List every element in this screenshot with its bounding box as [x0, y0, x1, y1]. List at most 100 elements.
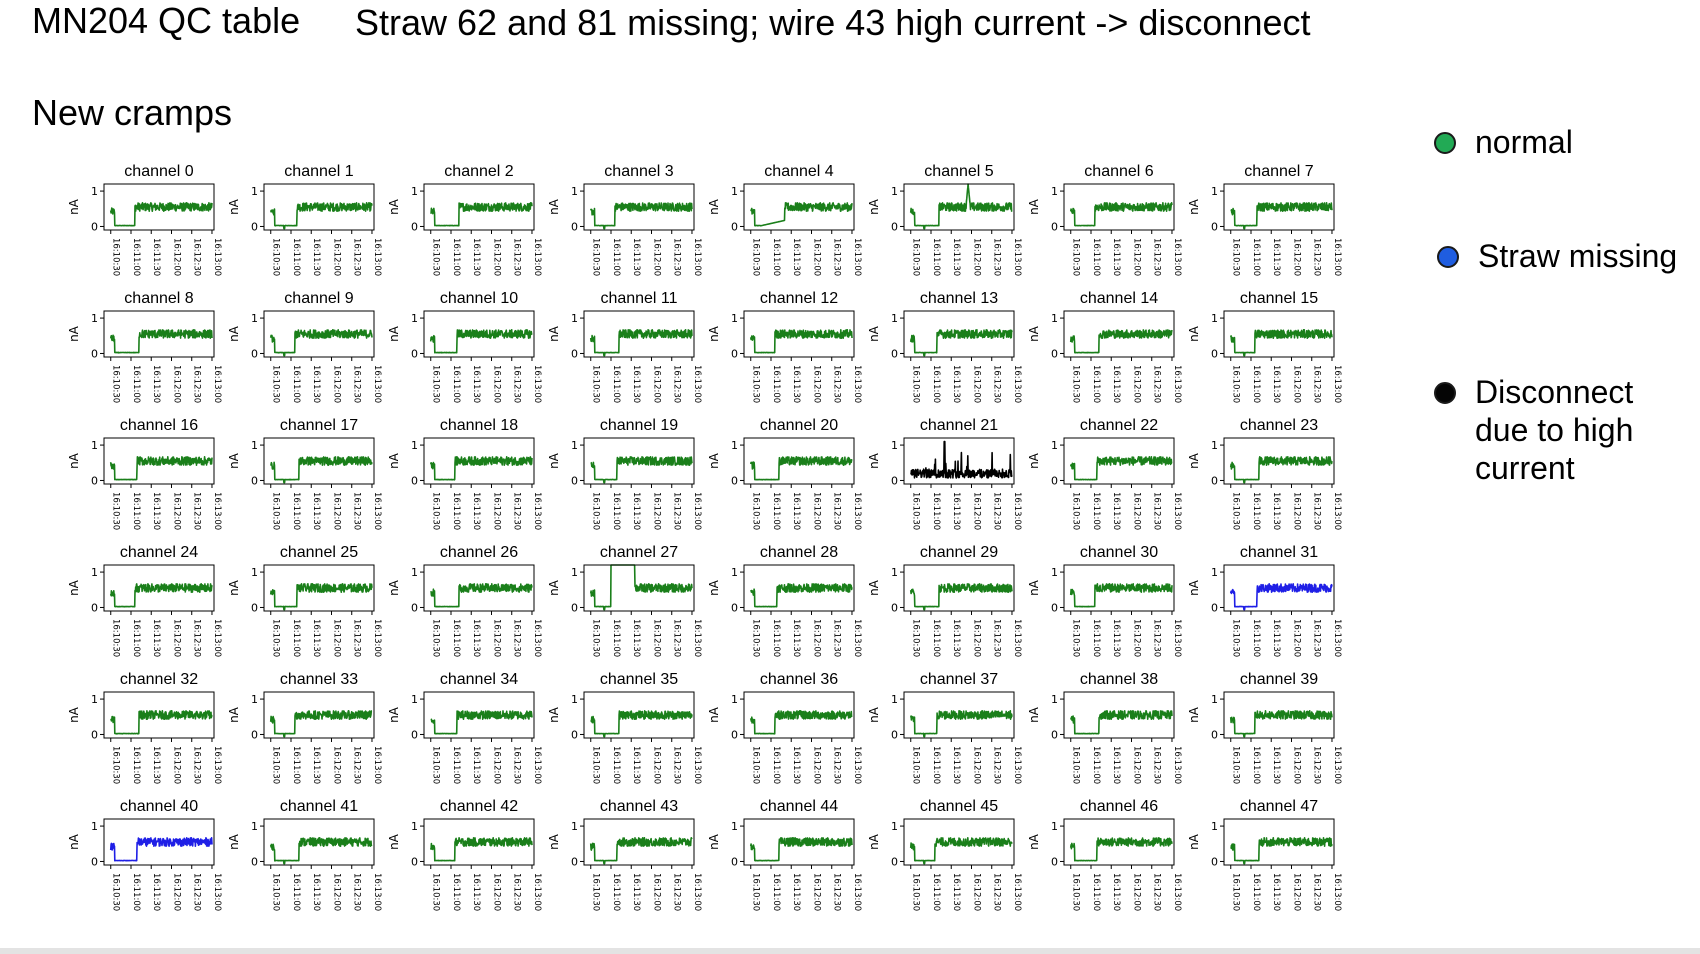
- y-axis-label: nA: [547, 325, 561, 342]
- panel-frame: [263, 818, 375, 866]
- x-tick-label: 16:12:00: [491, 873, 501, 911]
- x-tick-label: 16:11:30: [1271, 238, 1281, 276]
- channel-panel: channel 8 0 1 nA 16:10:30 16:11:00 16:11:30 16:…: [67, 290, 222, 403]
- x-tick-label: 16:12:00: [1291, 365, 1301, 403]
- panel-title: channel 36: [760, 671, 838, 688]
- y-tick-label: 1: [731, 439, 738, 452]
- x-tick-label: 16:12:30: [352, 365, 362, 403]
- y-axis-label: nA: [1027, 452, 1041, 469]
- y-axis-label: nA: [547, 833, 561, 850]
- panel-title: channel 34: [440, 671, 518, 688]
- x-tick-label: 16:11:30: [1271, 492, 1281, 530]
- panel-frame: [423, 183, 535, 231]
- x-tick-label: 16:11:30: [1111, 619, 1121, 657]
- x-tick-label: 16:13:00: [1332, 365, 1342, 403]
- x-tick-label: 16:13:00: [212, 873, 222, 911]
- x-tick-label: 16:13:00: [1332, 619, 1342, 657]
- x-tick-label: 16:13:00: [532, 238, 542, 276]
- y-tick-label: 1: [891, 693, 898, 706]
- panel-title: channel 22: [1080, 417, 1158, 434]
- legend-item-normal: normal: [1434, 123, 1573, 161]
- channel-panel: channel 46 0 1 nA 16:10:30 16:11:00 16:11:30 16…: [1027, 798, 1182, 911]
- y-tick-label: 1: [411, 439, 418, 452]
- y-tick-label: 1: [1211, 820, 1218, 833]
- x-tick-label: 16:10:30: [911, 492, 921, 530]
- x-tick-label: 16:12:30: [512, 619, 522, 657]
- x-tick-label: 16:13:00: [1012, 492, 1022, 530]
- y-tick-label: 0: [891, 601, 898, 614]
- y-tick-label: 0: [1051, 728, 1058, 741]
- x-tick-label: 16:12:30: [192, 746, 202, 784]
- channel-panel: channel 23 0 1 nA 16:10:30 16:11:00 16:11:30 16…: [1187, 417, 1342, 530]
- x-tick-label: 16:12:00: [971, 746, 981, 784]
- y-axis-label: nA: [547, 452, 561, 469]
- x-tick-label: 16:11:00: [611, 746, 621, 784]
- x-tick-label: 16:12:30: [1312, 873, 1322, 911]
- x-tick-label: 16:11:30: [951, 365, 961, 403]
- x-tick-label: 16:11:00: [451, 492, 461, 530]
- panel-frame: [103, 437, 215, 485]
- y-axis-label: nA: [227, 452, 241, 469]
- y-tick-label: 0: [571, 855, 578, 868]
- x-tick-label: 16:10:30: [911, 619, 921, 657]
- x-tick-label: 16:10:30: [111, 365, 121, 403]
- x-tick-label: 16:12:30: [192, 365, 202, 403]
- x-tick-label: 16:12:30: [832, 238, 842, 276]
- x-tick-label: 16:11:00: [931, 492, 941, 530]
- x-tick-label: 16:12:00: [811, 746, 821, 784]
- panel-frame: [583, 691, 695, 739]
- x-tick-label: 16:11:30: [1111, 746, 1121, 784]
- y-tick-label: 0: [91, 728, 98, 741]
- x-tick-label: 16:13:00: [372, 873, 382, 911]
- y-tick-label: 1: [411, 820, 418, 833]
- channel-panel: channel 36 0 1 nA 16:10:30 16:11:00 16:11:30 16…: [707, 671, 862, 784]
- panel-title: channel 15: [1240, 290, 1318, 307]
- panel-frame: [1223, 183, 1335, 231]
- channel-series-normal: [750, 202, 853, 227]
- channel-panel: channel 11 0 1 nA 16:10:30 16:11:00 16:11:30 16…: [547, 290, 702, 403]
- x-tick-label: 16:11:00: [1251, 238, 1261, 276]
- x-tick-label: 16:10:30: [591, 873, 601, 911]
- channel-series-normal: [429, 329, 533, 354]
- y-tick-label: 0: [91, 220, 98, 233]
- x-tick-label: 16:11:30: [471, 365, 481, 403]
- panel-title: channel 1: [284, 163, 353, 180]
- panel-frame: [743, 183, 855, 231]
- panel-title: channel 12: [760, 290, 838, 307]
- y-tick-label: 1: [731, 312, 738, 325]
- x-tick-label: 16:13:00: [212, 238, 222, 276]
- channel-series-normal: [1229, 329, 1333, 357]
- channel-panel: channel 28 0 1 nA 16:10:30 16:11:00 16:11:30 16…: [707, 544, 862, 657]
- channel-series-normal: [909, 710, 1013, 738]
- y-tick-label: 0: [1051, 220, 1058, 233]
- y-tick-label: 0: [251, 728, 258, 741]
- channel-panel: channel 33 0 1 nA 16:10:30 16:11:00 16:11:30 16…: [227, 671, 382, 784]
- x-tick-label: 16:10:30: [751, 873, 761, 911]
- x-tick-label: 16:12:00: [1291, 746, 1301, 784]
- x-tick-label: 16:11:30: [1111, 238, 1121, 276]
- x-tick-label: 16:11:00: [291, 619, 301, 657]
- x-tick-label: 16:10:30: [271, 492, 281, 530]
- x-tick-label: 16:11:00: [771, 365, 781, 403]
- panel-title: channel 33: [280, 671, 358, 688]
- y-tick-label: 1: [251, 312, 258, 325]
- channel-panel: channel 16 0 1 nA 16:10:30 16:11:00 16:11:30 16…: [67, 417, 222, 530]
- x-tick-label: 16:10:30: [591, 746, 601, 784]
- y-axis-label: nA: [867, 833, 881, 850]
- legend-item-disconnect: Disconnect due to high current: [1434, 373, 1684, 487]
- panel-frame: [903, 818, 1015, 866]
- x-tick-label: 16:12:30: [1312, 365, 1322, 403]
- y-tick-label: 0: [891, 474, 898, 487]
- x-tick-label: 16:11:00: [291, 238, 301, 276]
- channel-series-normal: [750, 583, 853, 608]
- x-tick-label: 16:12:30: [512, 238, 522, 276]
- panel-title: channel 17: [280, 417, 358, 434]
- x-tick-label: 16:10:30: [591, 619, 601, 657]
- panel-frame: [1063, 818, 1175, 866]
- y-tick-label: 1: [251, 820, 258, 833]
- legend-label-straw-missing: Straw missing: [1478, 238, 1678, 274]
- panel-title: channel 43: [600, 798, 678, 815]
- panel-title: channel 7: [1244, 163, 1313, 180]
- y-tick-label: 0: [571, 728, 578, 741]
- panel-frame: [583, 437, 695, 485]
